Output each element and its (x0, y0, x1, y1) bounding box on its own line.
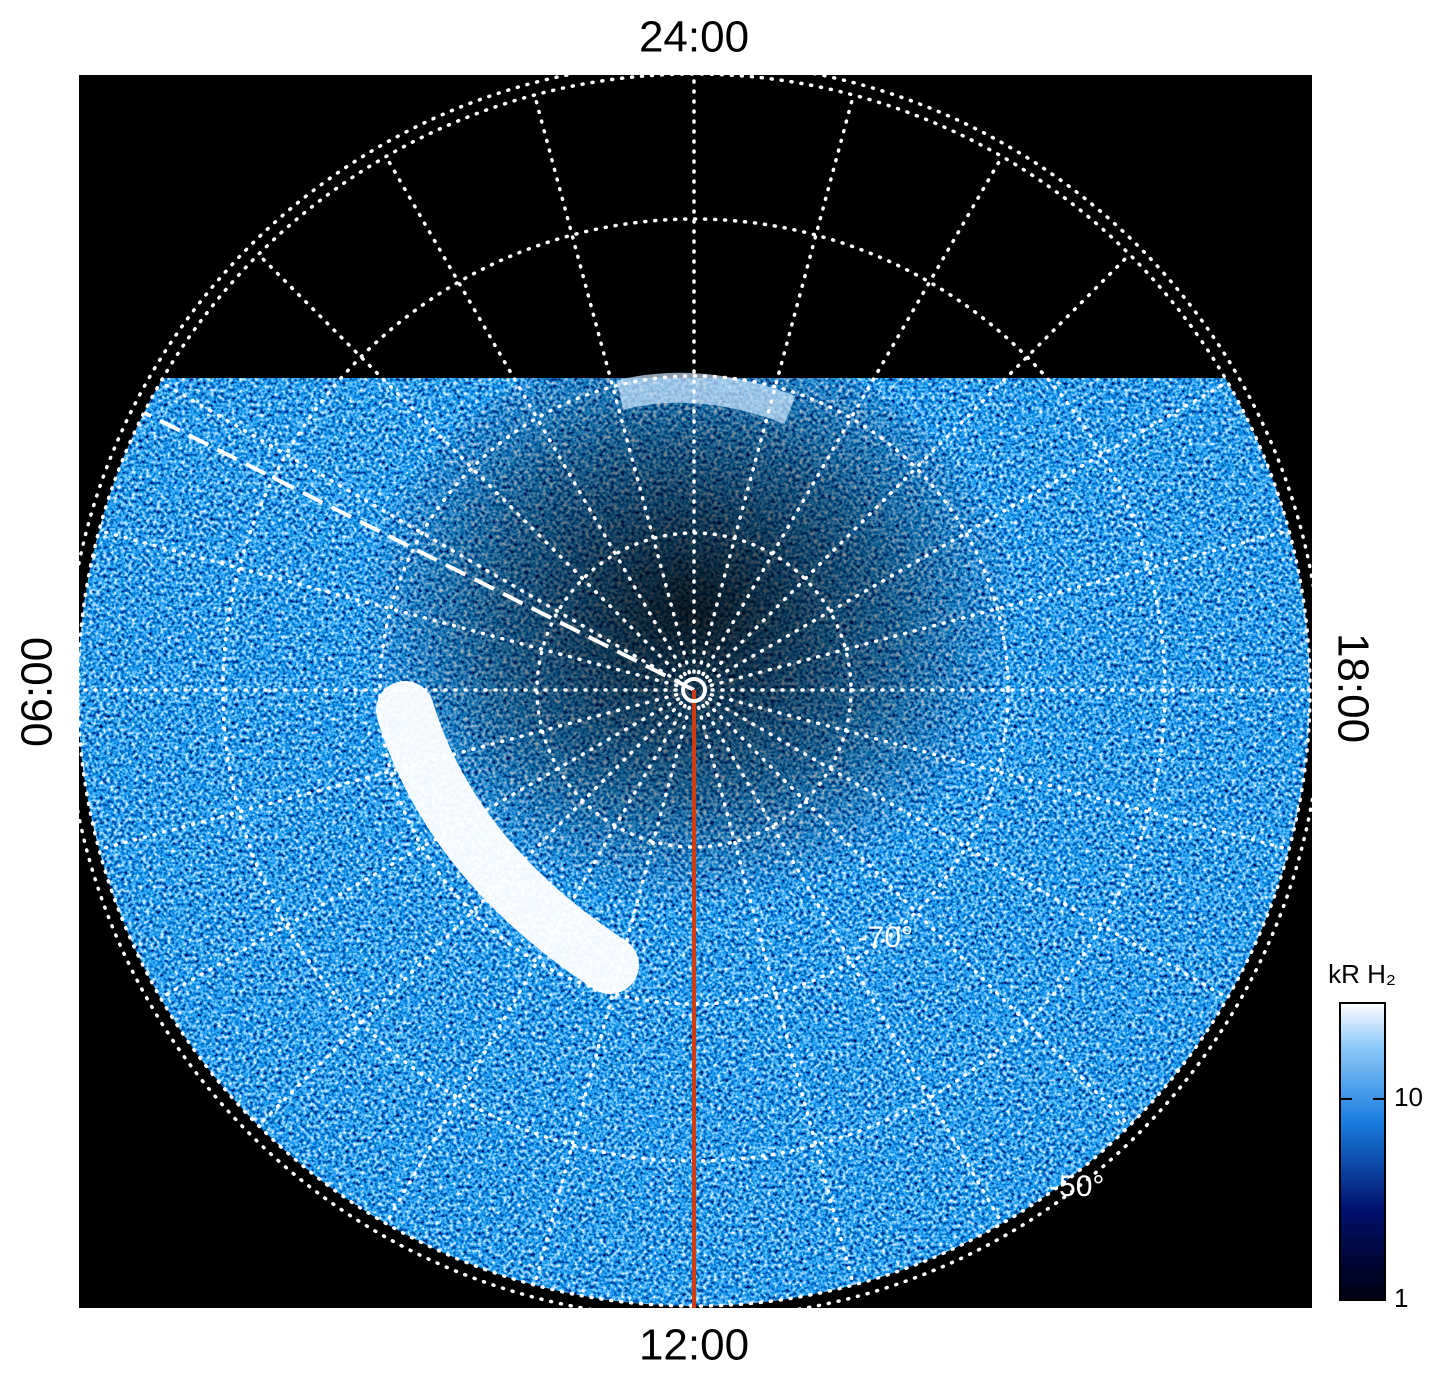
latitude-label: -70° (858, 921, 913, 954)
colorbar (1339, 1002, 1386, 1301)
colorbar-ticks: 1 10 (1340, 1082, 1423, 1313)
colorbar-tick-label: 10 (1394, 1082, 1423, 1112)
latitude-circle (378, 374, 1010, 1006)
auroral-patch (616, 372, 796, 425)
meridian (707, 380, 1230, 683)
latitude-label: -50° (1049, 1170, 1104, 1203)
meridian (532, 93, 692, 675)
meridian (97, 692, 679, 852)
meridian (704, 252, 1132, 680)
meridian (532, 705, 692, 1287)
meridian (701, 703, 1004, 1226)
meridian (701, 154, 1004, 677)
hour-label: 18:00 (1328, 633, 1377, 743)
meridian (97, 528, 679, 688)
meridian (384, 703, 687, 1226)
meridian (384, 154, 687, 677)
pole-marker (681, 677, 707, 703)
hour-label: 12:00 (639, 1321, 749, 1370)
auroral-arc (376, 681, 639, 994)
meridian (707, 697, 1230, 1000)
image-area: -70° -50° (79, 75, 1312, 1308)
meridian (696, 93, 856, 675)
colorbar-tick-label: 1 (1394, 1283, 1408, 1313)
meridian (704, 700, 1132, 1128)
hour-label: 24:00 (639, 13, 749, 62)
meridian (696, 705, 856, 1287)
meridian (709, 692, 1291, 852)
meridian (256, 252, 684, 680)
meridian (158, 380, 681, 683)
meridian (256, 700, 684, 1128)
meridian (158, 697, 681, 1000)
dashed-line (144, 411, 695, 692)
colorbar-label: kR H₂ (1328, 959, 1396, 989)
dark-region (360, 340, 1020, 940)
limb-circle (79, 75, 1312, 1308)
meridian (709, 528, 1291, 688)
hour-label: 06:00 (13, 637, 62, 747)
